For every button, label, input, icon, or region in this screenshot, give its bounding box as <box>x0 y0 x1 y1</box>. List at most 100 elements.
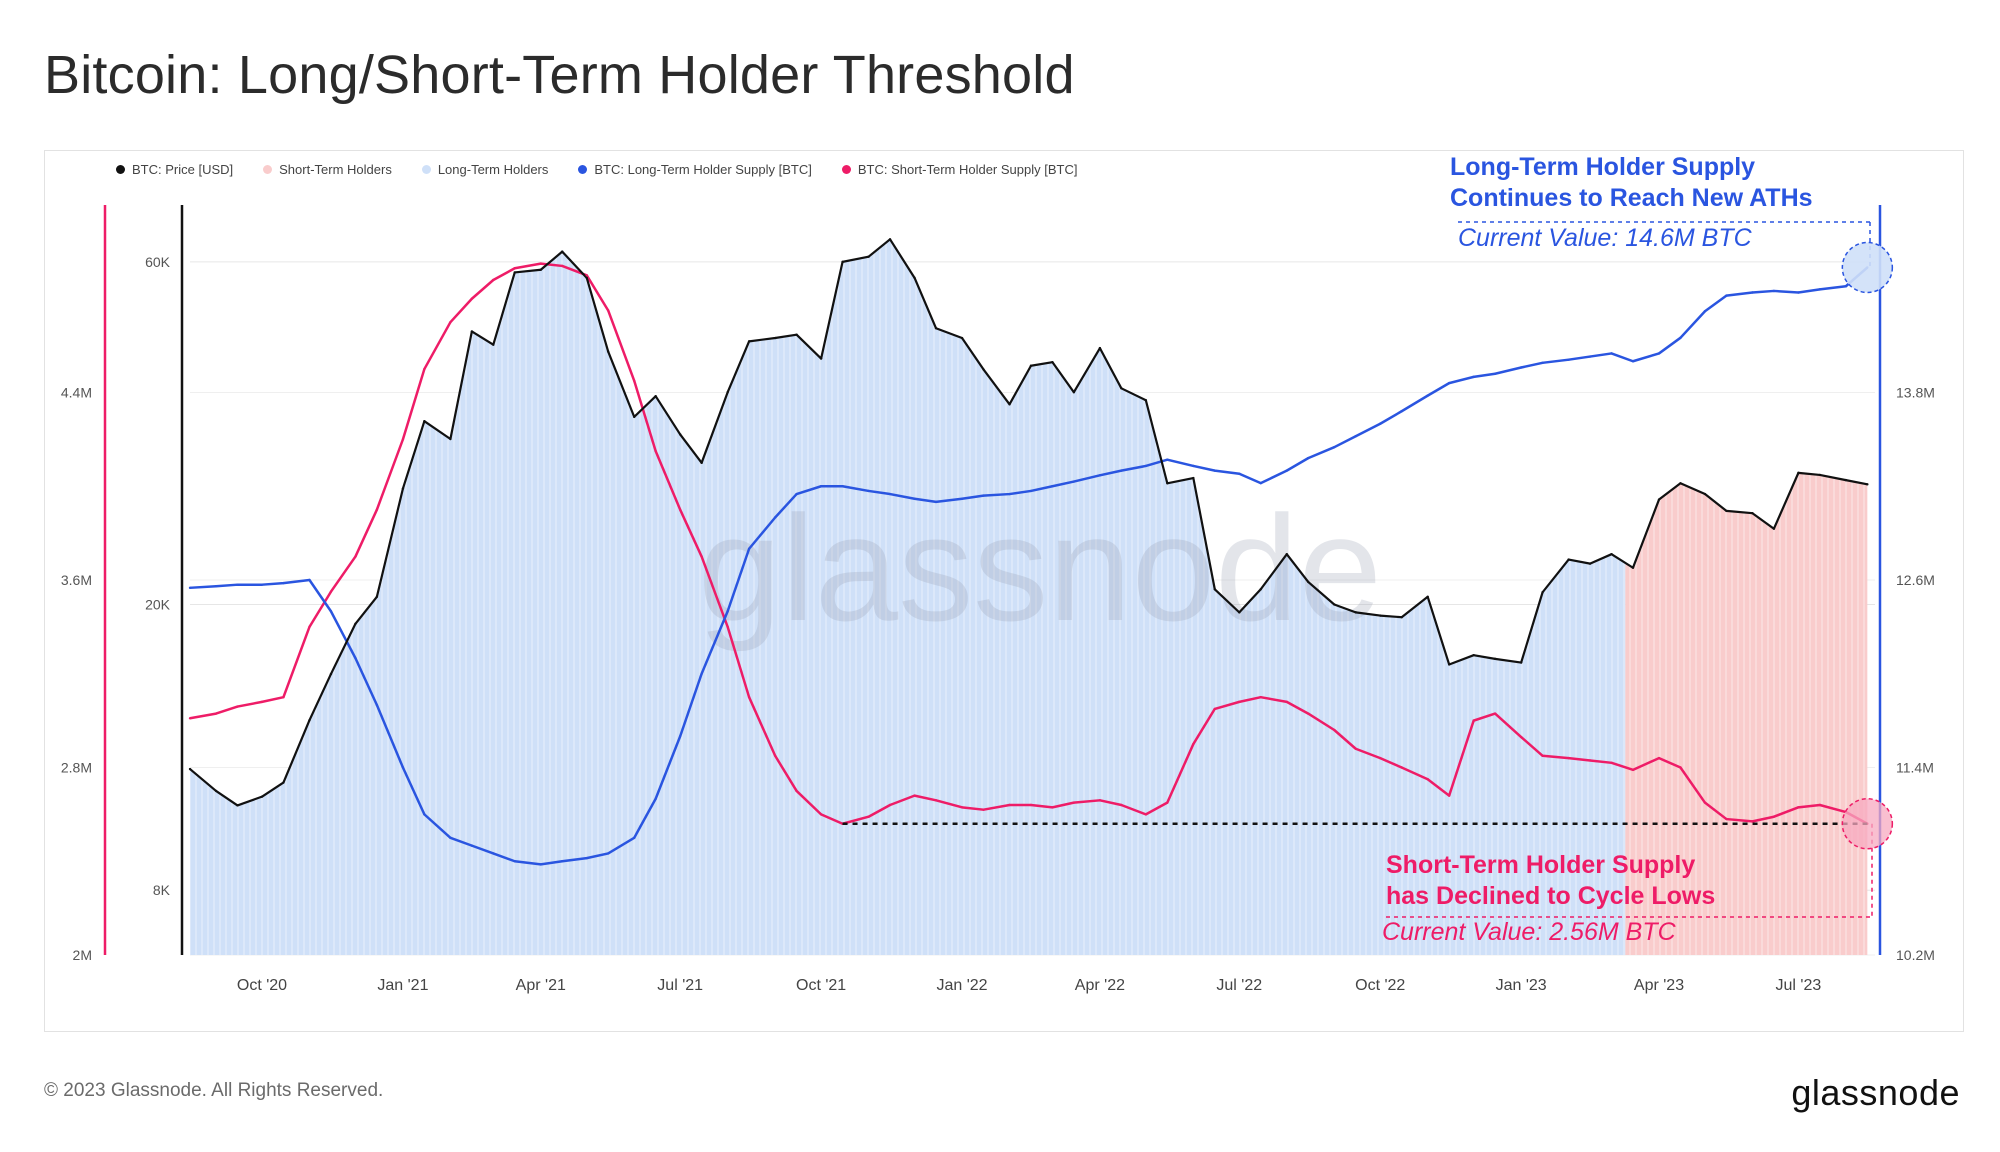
sth-annotation-line2: has Declined to Cycle Lows <box>1386 882 1716 910</box>
lth-point <box>585 856 588 860</box>
lth-point <box>773 516 777 519</box>
lth-point <box>1797 291 1800 294</box>
lth-point <box>606 852 610 855</box>
sth-point <box>585 274 588 277</box>
price-point <box>329 672 333 676</box>
sth-point <box>726 625 729 629</box>
legend-dot-lth-band <box>421 165 431 174</box>
price-point <box>747 340 751 343</box>
price-point <box>1213 588 1216 591</box>
sth-point <box>1610 761 1613 765</box>
lth-point <box>1238 472 1241 475</box>
price-point <box>492 343 495 346</box>
price-point <box>1866 483 1869 486</box>
sth-point <box>308 625 311 629</box>
price-point <box>982 368 985 371</box>
lth-point <box>1844 285 1848 288</box>
price-point <box>1354 611 1357 614</box>
sth-point <box>678 508 682 511</box>
sth-point <box>795 789 798 793</box>
lth-point <box>1072 480 1076 483</box>
price-point <box>1772 527 1776 530</box>
price-point <box>401 487 405 490</box>
sth-point <box>561 264 564 268</box>
price-point <box>1379 614 1382 617</box>
sth-point <box>1751 820 1754 823</box>
x-axis-tick-label: Oct '20 <box>237 977 287 994</box>
sth-point <box>539 262 542 265</box>
legend-dot-price <box>116 165 125 174</box>
price-point <box>561 250 564 253</box>
sth-point <box>1725 817 1728 821</box>
price-point <box>1285 552 1288 556</box>
lth-point <box>1679 336 1682 340</box>
x-axis-tick-label: Jul '21 <box>657 977 703 994</box>
lth-point <box>654 797 657 800</box>
lth-point <box>329 610 333 613</box>
price-point <box>867 255 870 258</box>
left-axis-tick-label: 2M <box>73 947 92 963</box>
legend-dot-sth-band <box>263 165 273 174</box>
sth-point <box>1472 719 1475 722</box>
sth-point <box>1333 728 1336 732</box>
lth-point <box>747 547 751 550</box>
price-point <box>470 330 474 333</box>
sth-point <box>423 367 426 371</box>
lth-point <box>1051 485 1054 488</box>
legend-item-sth-supply[interactable]: BTC: Short-Term Holder Supply [BTC] <box>841 162 1077 177</box>
price-point <box>1447 663 1451 666</box>
legend-item-lth-supply[interactable]: BTC: Long-Term Holder Supply [BTC] <box>578 162 812 177</box>
price-point <box>726 391 729 394</box>
legend-item-lth-band[interactable]: Long-Term Holders <box>421 162 548 177</box>
x-axis-tick-label: Apr '23 <box>1634 977 1684 994</box>
price-point <box>795 333 798 336</box>
price-point <box>1725 509 1728 513</box>
sth-point <box>1493 712 1497 715</box>
lth-annotation-line1: Long-Term Holder Supply <box>1450 153 1756 181</box>
band-hatch <box>189 242 1865 955</box>
x-axis-tick-label: Apr '22 <box>1075 977 1125 994</box>
price-point <box>1238 611 1241 614</box>
legend-item-price[interactable]: BTC: Price [USD] <box>116 162 233 177</box>
sth-point <box>1144 813 1148 816</box>
chart-legend: BTC: Price [USD] Short-Term Holders Long… <box>116 162 1077 177</box>
lth-point <box>867 489 870 493</box>
price-point <box>1519 661 1523 664</box>
sth-point <box>1703 801 1707 804</box>
lth-point <box>561 860 564 863</box>
sth-point <box>214 712 218 715</box>
lth-point <box>1426 394 1429 397</box>
legend-dot-sth-supply <box>841 165 851 174</box>
lth-point <box>888 492 892 496</box>
lth-point <box>282 581 285 585</box>
lth-highlight-circle <box>1841 241 1894 294</box>
price-axis-tick-label: 60K <box>145 254 171 270</box>
x-axis-tick-label: Jan '22 <box>936 977 987 994</box>
sth-highlight-circle <box>1841 798 1894 850</box>
price-point <box>819 357 823 360</box>
sth-point <box>1354 747 1357 750</box>
sth-point <box>1400 766 1403 769</box>
price-point <box>913 276 916 280</box>
price-point <box>1072 391 1076 394</box>
lth-point <box>633 836 636 840</box>
price-point <box>1333 603 1336 606</box>
sth-point <box>1679 766 1682 769</box>
lth-point <box>1567 358 1570 361</box>
sth-point <box>1120 803 1123 807</box>
sth-point <box>513 267 516 270</box>
footer-copyright: © 2023 Glassnode. All Rights Reserved. <box>44 1080 384 1101</box>
watermark-text: glassnode <box>698 484 1382 652</box>
sth-point <box>1166 801 1169 804</box>
lth-point <box>1192 464 1195 468</box>
lth-point <box>726 610 729 613</box>
sth-annotation-value: Current Value: 2.56M BTC <box>1382 918 1676 946</box>
price-point <box>1751 512 1754 515</box>
lth-point <box>1493 372 1497 375</box>
sth-point <box>1029 803 1033 807</box>
price-point <box>449 437 452 441</box>
sth-point <box>401 438 405 441</box>
lth-point <box>1098 474 1102 477</box>
legend-item-sth-band[interactable]: Short-Term Holders <box>263 162 392 177</box>
